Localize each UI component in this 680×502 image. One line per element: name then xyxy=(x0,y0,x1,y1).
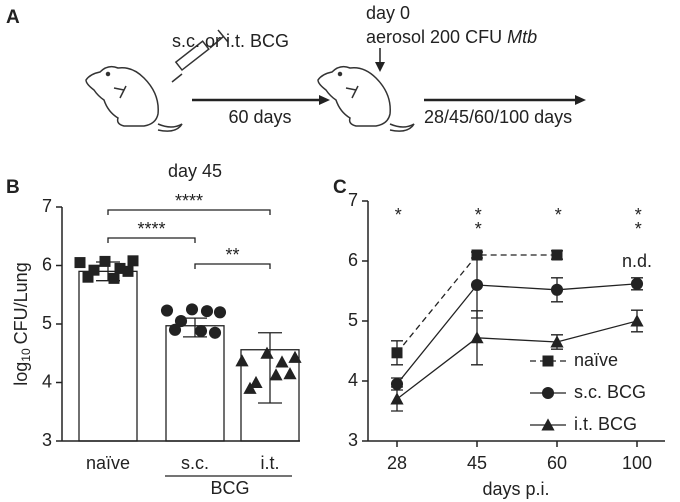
panel-label: B xyxy=(6,177,20,198)
significance-label: ** xyxy=(225,245,239,265)
data-point xyxy=(108,272,120,284)
x-tick-label: 45 xyxy=(467,453,487,473)
x-tick-label: s.c. xyxy=(181,453,209,473)
significance-label: ** xyxy=(628,205,648,233)
group-label: BCG xyxy=(210,478,249,498)
significance-label: ** xyxy=(468,205,488,233)
data-point xyxy=(200,305,214,318)
mouse xyxy=(85,65,183,132)
significance-label: **** xyxy=(175,191,203,211)
data-point xyxy=(235,354,249,367)
data-point xyxy=(283,367,297,380)
data-point xyxy=(249,375,263,388)
x-tick-label: i.t. xyxy=(260,453,279,473)
timepoints-label: 28/45/60/100 days xyxy=(424,107,572,127)
panel-label: A xyxy=(6,7,20,28)
y-tick-label: 4 xyxy=(348,370,358,390)
series-line xyxy=(396,283,638,385)
significance-bracket xyxy=(107,237,196,243)
data-point xyxy=(99,255,111,267)
significance-label: * xyxy=(548,205,568,219)
data-point xyxy=(185,303,199,316)
x-tick-label: 60 xyxy=(547,453,567,473)
data-point xyxy=(82,271,94,283)
arrow xyxy=(192,48,586,105)
y-label-part: CFU/Lung xyxy=(11,262,31,344)
challenge-text: aerosol 200 CFU xyxy=(366,27,502,47)
y-label-part: log xyxy=(11,362,31,386)
series-line xyxy=(396,320,638,400)
legend-label: naïve xyxy=(574,350,618,370)
data-point xyxy=(275,355,289,368)
y-tick-label: 7 xyxy=(42,196,52,216)
data-point xyxy=(551,249,563,261)
mouse xyxy=(317,65,415,132)
data-point xyxy=(391,347,403,359)
y-tick-label: 3 xyxy=(348,430,358,450)
data-point xyxy=(288,350,302,363)
y-tick-label: 5 xyxy=(348,310,358,330)
data-point xyxy=(127,255,139,267)
legend-marker xyxy=(541,418,555,431)
data-point xyxy=(550,283,564,296)
y-label-sub: 10 xyxy=(19,348,33,362)
data-point xyxy=(194,324,208,338)
panel-label: C xyxy=(333,177,347,198)
y-tick-label: 5 xyxy=(42,313,52,333)
significance-bracket xyxy=(194,263,271,269)
data-point xyxy=(168,323,182,336)
chart-title: day 45 xyxy=(168,161,222,181)
challenge-label: aerosol 200 CFU Mtb xyxy=(366,27,537,47)
data-point xyxy=(213,306,227,319)
series-line xyxy=(396,254,557,354)
data-point xyxy=(243,381,257,394)
challenge-day-label: day 0 xyxy=(366,3,410,23)
challenge-organism: Mtb xyxy=(507,27,537,47)
data-point xyxy=(114,262,126,274)
data-point xyxy=(74,257,86,269)
y-tick-label: 6 xyxy=(348,250,358,270)
significance-bracket xyxy=(107,209,271,215)
data-point xyxy=(470,278,484,292)
data-point xyxy=(390,392,404,405)
data-point xyxy=(260,346,274,359)
x-axis-label: days p.i. xyxy=(482,479,549,499)
x-tick-label: naïve xyxy=(86,453,130,473)
x-tick-label: 28 xyxy=(387,453,407,473)
y-axis-label: log10 CFU/Lung xyxy=(11,262,33,385)
error-bar xyxy=(183,317,207,338)
error-bar xyxy=(258,332,282,404)
y-tick-label: 7 xyxy=(348,190,358,210)
significance-label: * xyxy=(388,205,408,219)
vaccination-label: s.c. or i.t. BCG xyxy=(172,31,289,51)
legend-marker xyxy=(542,355,554,367)
significance-label: **** xyxy=(137,219,165,239)
x-tick-label: 100 xyxy=(622,453,652,473)
data-point xyxy=(470,331,484,344)
data-point xyxy=(550,335,564,348)
y-tick-label: 4 xyxy=(42,371,52,391)
data-point xyxy=(174,315,188,328)
annotation: n.d. xyxy=(622,251,652,271)
data-point xyxy=(630,277,644,290)
data-point xyxy=(160,304,174,317)
bar xyxy=(78,270,138,442)
y-tick-label: 6 xyxy=(42,254,52,274)
bar xyxy=(165,325,225,442)
y-tick-label: 3 xyxy=(42,430,52,450)
interval-label: 60 days xyxy=(228,107,291,127)
data-point xyxy=(88,264,100,276)
data-point xyxy=(208,326,222,339)
data-point xyxy=(630,314,644,327)
data-point xyxy=(122,265,134,277)
legend-marker xyxy=(541,386,555,400)
syringe xyxy=(171,29,229,83)
legend-label: s.c. BCG xyxy=(574,382,646,402)
data-point xyxy=(269,368,283,381)
legend-label: i.t. BCG xyxy=(574,414,637,434)
